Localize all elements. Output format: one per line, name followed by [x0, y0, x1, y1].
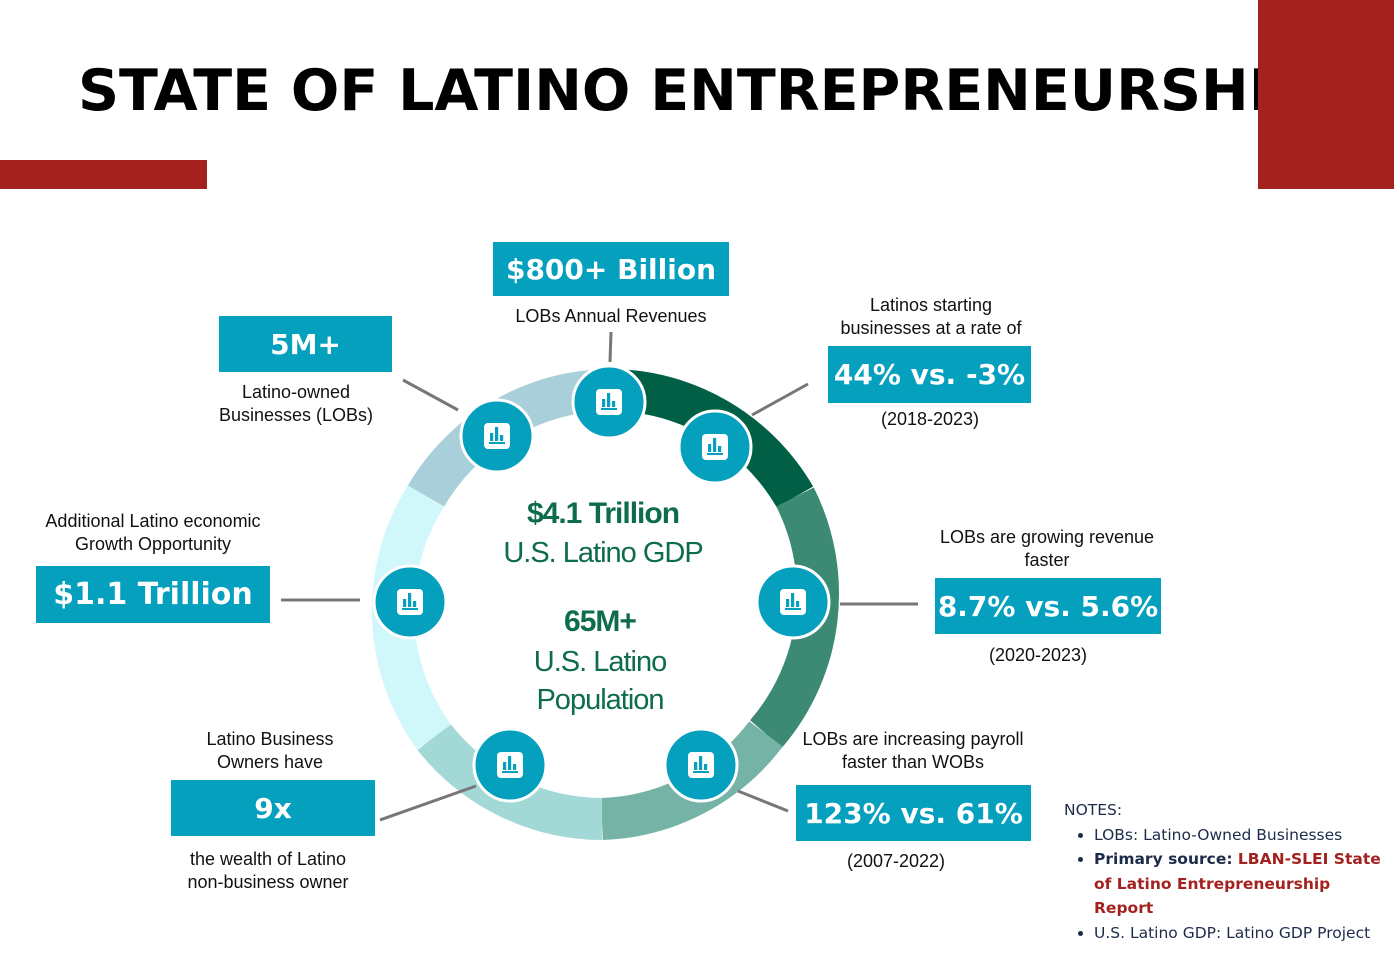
population-label-1: U.S. Latino	[533, 646, 667, 678]
notes-item-gdp-text: U.S. Latino GDP: Latino GDP Project	[1094, 923, 1371, 942]
wealth-value-box: 9x	[171, 780, 375, 836]
gdp-value: $4.1 Trillion	[526, 497, 680, 530]
payroll-period: (2007-2022)	[846, 851, 946, 871]
notes-heading: NOTES:	[1064, 801, 1123, 819]
notes-item-lobs-text: LOBs: Latino-Owned Businesses	[1094, 825, 1343, 844]
payroll-label-2: faster than WOBs	[841, 752, 985, 772]
opportunity-value-box: $1.1 Trillion	[36, 566, 270, 623]
accent-bar-left	[0, 160, 207, 189]
bar-chart-icon	[472, 727, 548, 803]
connector-revenues	[608, 331, 613, 363]
revenues-value-box: $800+ Billion	[493, 242, 729, 296]
notes-item-gdp: U.S. Latino GDP: Latino GDP Project	[1094, 921, 1394, 946]
wealth-sub-2: non-business owner	[187, 872, 349, 892]
bar-chart-icon	[663, 727, 739, 803]
payroll-value-box: 123% vs. 61%	[796, 785, 1031, 841]
revenue-growth-label-1: LOBs are growing revenue	[939, 527, 1155, 547]
wealth-label-2: Owners have	[216, 752, 324, 772]
businesses-value-box: 5M+	[219, 316, 392, 372]
bar-chart-icon	[571, 364, 647, 440]
revenue-growth-value-box: 8.7% vs. 5.6%	[935, 578, 1161, 634]
wealth-sub-1: the wealth of Latino	[189, 849, 347, 869]
wealth-label-1: Latino Business	[206, 729, 334, 749]
population-label-2: Population	[536, 684, 664, 716]
bar-chart-icon	[372, 564, 448, 640]
notes-panel: NOTES: LOBs: Latino-Owned Businesses Pri…	[1064, 798, 1394, 945]
notes-item-lobs: LOBs: Latino-Owned Businesses	[1094, 823, 1394, 848]
notes-item-source: Primary source: LBAN-SLEI State of Latin…	[1094, 847, 1394, 921]
start-rate-label-1: Latinos starting	[869, 295, 993, 315]
payroll-label-1: LOBs are increasing payroll	[802, 729, 1024, 749]
bar-chart-icon	[755, 564, 831, 640]
revenue-growth-label-2: faster	[1024, 550, 1070, 570]
notes-source-prefix: Primary source:	[1094, 850, 1238, 868]
connector-wealth	[379, 784, 477, 822]
connector-start-rate	[751, 382, 809, 417]
notes-source-link: LBAN-SLEI State of Latino Entrepreneursh…	[1094, 850, 1381, 917]
start-rate-value-box: 44% vs. -3%	[828, 346, 1031, 403]
opportunity-label-1: Additional Latino economic	[45, 511, 261, 531]
connector-businesses	[402, 378, 459, 412]
population-value: 65M+	[564, 605, 637, 638]
accent-block-right	[1258, 0, 1394, 189]
bar-chart-icon	[677, 409, 753, 485]
start-rate-label-2: businesses at a rate of	[840, 318, 1022, 338]
revenue-growth-period: (2020-2023)	[988, 645, 1088, 665]
connector-payroll	[737, 789, 789, 813]
businesses-label-2: Businesses (LOBs)	[218, 405, 374, 425]
bar-chart-icon	[459, 398, 535, 474]
page-title: STATE OF LATINO ENTREPRENEURSHIP	[78, 58, 1312, 124]
revenues-label: LOBs Annual Revenues	[515, 306, 707, 326]
start-rate-period: (2018-2023)	[880, 409, 980, 429]
opportunity-label-2: Growth Opportunity	[74, 534, 232, 554]
gdp-label: U.S. Latino GDP	[503, 537, 703, 569]
businesses-label-1: Latino-owned	[241, 382, 351, 402]
